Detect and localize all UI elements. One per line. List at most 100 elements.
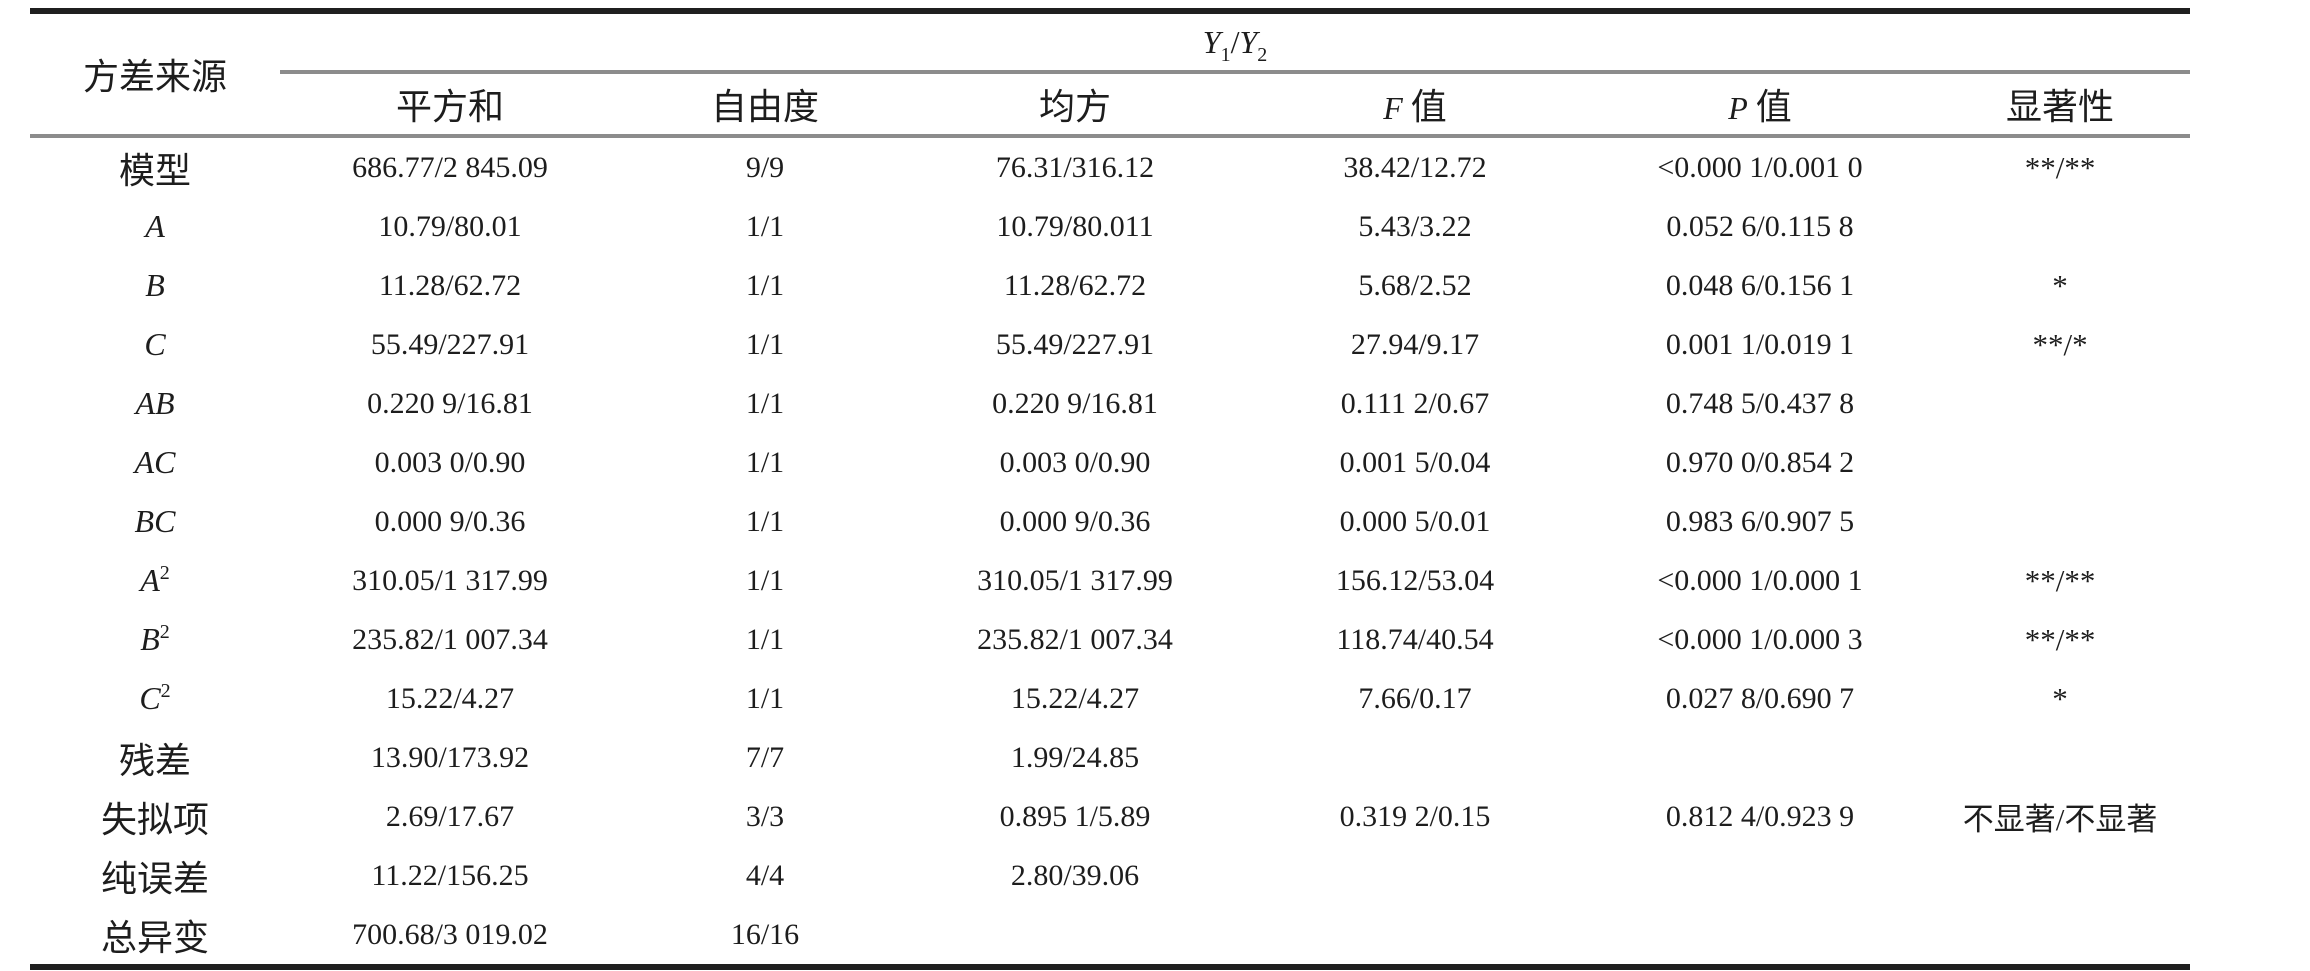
cell-significance: * (2052, 267, 2068, 303)
cell-significance (1930, 905, 2190, 967)
cell-f-value: 0.319 2/0.15 (1339, 799, 1491, 833)
cell-significance: **/** (2024, 562, 2096, 598)
cell-significance: * (2052, 680, 2068, 716)
cell-mean-square: 235.82/1 007.34 (977, 622, 1173, 656)
row-label: 总异变 (100, 917, 209, 958)
row-label: B (140, 621, 160, 657)
cell-degrees-of-freedom: 1/1 (745, 563, 785, 597)
cell-mean-square: 2.80/39.06 (1010, 858, 1140, 892)
table-row-b: B 11.28/62.72 1/1 11.28/62.72 5.68/2.52 … (30, 256, 2190, 315)
column-header-degrees-of-freedom: 自由度 (620, 72, 910, 138)
cell-sum-of-squares: 0.003 0/0.90 (374, 445, 526, 479)
row-label-superscript: 2 (159, 621, 170, 643)
row-label: BC (134, 503, 176, 539)
cell-degrees-of-freedom: 1/1 (745, 268, 785, 302)
cell-source: 残差 (30, 728, 280, 787)
table-row-residual: 残差 13.90/173.92 7/7 1.99/24.85 (30, 728, 2190, 787)
cell-source: A (30, 197, 280, 256)
header-text: 显著性 (2006, 87, 2115, 127)
row-label: C (144, 326, 166, 362)
cell-degrees-of-freedom: 1/1 (745, 445, 785, 479)
cell-f-value: 118.74/40.54 (1336, 622, 1494, 656)
cell-source: B (30, 256, 280, 315)
table-row-a: A 10.79/80.01 1/1 10.79/80.011 5.43/3.22… (30, 197, 2190, 256)
cell-degrees-of-freedom: 4/4 (745, 858, 785, 892)
cell-f-value (1240, 728, 1590, 787)
row-label: C (139, 680, 161, 716)
row-label: 残差 (118, 740, 191, 781)
table-row-total-variation: 总异变 700.68/3 019.02 16/16 (30, 905, 2190, 967)
cell-p-value: 0.812 4/0.923 9 (1665, 799, 1855, 833)
cell-source: AB (30, 374, 280, 433)
cell-sum-of-squares: 11.28/62.72 (378, 268, 522, 302)
cell-p-value: 0.748 5/0.437 8 (1665, 386, 1855, 420)
row-label-superscript: 2 (160, 680, 171, 702)
header-text: 自由度 (710, 87, 819, 127)
cell-sum-of-squares: 2.69/17.67 (385, 799, 515, 833)
cell-source: A2 (30, 551, 280, 610)
cell-source: AC (30, 433, 280, 492)
row-label: 纯误差 (100, 858, 209, 899)
cell-mean-square: 0.220 9/16.81 (992, 386, 1158, 420)
cell-source: C2 (30, 669, 280, 728)
cell-significance: 不显著/不显著 (1962, 802, 2158, 837)
cell-significance (1930, 492, 2190, 551)
cell-sum-of-squares: 11.22/156.25 (371, 858, 529, 892)
table-row-c-squared: C2 15.22/4.27 1/1 15.22/4.27 7.66/0.17 0… (30, 669, 2190, 728)
cell-p-value: <0.000 1/0.001 0 (1657, 150, 1863, 184)
cell-mean-square: 55.49/227.91 (995, 327, 1155, 361)
cell-source: 模型 (30, 136, 280, 197)
cell-p-value (1590, 846, 1930, 905)
cell-p-value: <0.000 1/0.000 1 (1657, 563, 1863, 597)
cell-f-value (1240, 905, 1590, 967)
cell-source: C (30, 315, 280, 374)
cell-p-value (1590, 728, 1930, 787)
row-label: A (145, 208, 165, 244)
table-row-pure-error: 纯误差 11.22/156.25 4/4 2.80/39.06 (30, 846, 2190, 905)
cell-sum-of-squares: 0.000 9/0.36 (374, 504, 526, 538)
cell-degrees-of-freedom: 9/9 (745, 150, 785, 184)
cell-p-value: 0.001 1/0.019 1 (1665, 327, 1855, 361)
y1-symbol: Y (1202, 23, 1221, 60)
cell-p-value: <0.000 1/0.000 3 (1657, 622, 1863, 656)
cell-sum-of-squares: 15.22/4.27 (385, 681, 515, 715)
cell-f-value: 0.001 5/0.04 (1339, 445, 1491, 479)
cell-sum-of-squares: 0.220 9/16.81 (367, 386, 533, 420)
header-text: 值 (1410, 87, 1447, 127)
header-var-symbol: P (1728, 90, 1748, 126)
table-row-a-squared: A2 310.05/1 317.99 1/1 310.05/1 317.99 1… (30, 551, 2190, 610)
cell-mean-square: 310.05/1 317.99 (977, 563, 1173, 597)
cell-degrees-of-freedom: 3/3 (745, 799, 785, 833)
cell-source: B2 (30, 610, 280, 669)
cell-significance: **/* (2032, 326, 2088, 362)
header-text: 均方 (1038, 87, 1111, 127)
cell-significance: **/** (2024, 149, 2096, 185)
cell-mean-square: 10.79/80.011 (996, 209, 1154, 243)
cell-sum-of-squares: 686.77/2 845.09 (352, 150, 548, 184)
row-label-superscript: 2 (159, 562, 170, 584)
source-header-label: 方差来源 (82, 57, 227, 97)
cell-f-value: 0.111 2/0.67 (1340, 386, 1490, 420)
cell-f-value (1240, 846, 1590, 905)
y2-symbol: Y (1239, 23, 1258, 60)
cell-significance (1930, 846, 2190, 905)
table-row-lack-of-fit: 失拟项 2.69/17.67 3/3 0.895 1/5.89 0.319 2/… (30, 787, 2190, 846)
table-body: 模型 686.77/2 845.09 9/9 76.31/316.12 38.4… (30, 136, 2190, 967)
group-header-separator: / (1230, 23, 1240, 60)
cell-f-value: 5.43/3.22 (1358, 209, 1472, 243)
cell-p-value: 0.052 6/0.115 8 (1666, 209, 1854, 243)
cell-mean-square: 15.22/4.27 (1010, 681, 1140, 715)
cell-mean-square: 0.003 0/0.90 (999, 445, 1151, 479)
cell-source: 失拟项 (30, 787, 280, 846)
cell-sum-of-squares: 235.82/1 007.34 (352, 622, 548, 656)
column-header-source: 方差来源 (30, 11, 280, 138)
cell-significance (1930, 433, 2190, 492)
group-header-row: 方差来源 Y1/Y2 (30, 11, 2191, 138)
cell-mean-square: 76.31/316.12 (995, 150, 1155, 184)
cell-degrees-of-freedom: 1/1 (745, 209, 785, 243)
row-label: 失拟项 (100, 799, 209, 840)
header-text: 平方和 (395, 87, 504, 127)
cell-p-value: 0.983 6/0.907 5 (1665, 504, 1855, 538)
